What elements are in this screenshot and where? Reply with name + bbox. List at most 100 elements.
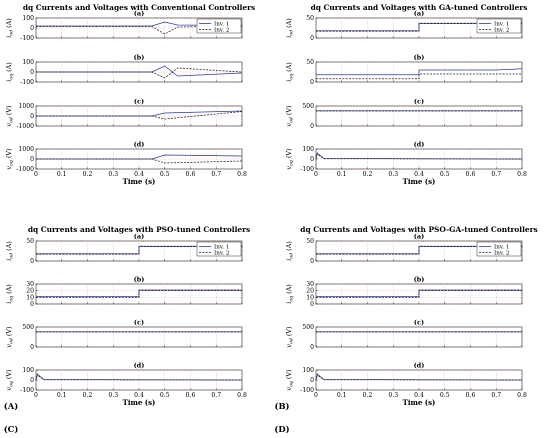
y-tick-label: 0 xyxy=(30,69,34,76)
y-tick-label: 0 xyxy=(30,344,34,351)
series-line-inv2 xyxy=(35,374,243,381)
y-tick-label: 0 xyxy=(310,344,314,351)
x-tick-label: 0.4 xyxy=(134,171,144,178)
y-axis-label: iod (A) xyxy=(285,241,295,260)
series-line-inv2 xyxy=(316,23,522,32)
y-tick-label: 0 xyxy=(30,113,34,120)
legend-entry: Inv. 2 xyxy=(214,251,230,257)
y-tick-label: -100 xyxy=(300,166,314,173)
subplot-c: (c) 0 500 vod (V) xyxy=(285,98,523,130)
y-tick-label: 0 xyxy=(310,377,314,384)
series-line-inv2 xyxy=(316,73,522,80)
figure-label: (D) xyxy=(274,424,289,434)
chart-panel-a: dq Currents and Voltages with Convention… xyxy=(4,3,255,411)
x-tick-label: 0.8 xyxy=(517,392,527,399)
x-tick-label: 0.7 xyxy=(211,171,221,178)
x-tick-label: 0.2 xyxy=(363,392,373,399)
y-tick-label: 0 xyxy=(30,377,34,384)
x-tick-label: 0.6 xyxy=(186,392,196,399)
subplot-label: (a) xyxy=(414,10,425,18)
y-tick-label: 500 xyxy=(22,324,34,331)
y-axis-label: voq (V) xyxy=(285,149,295,170)
x-tick-label: 0.7 xyxy=(491,392,501,399)
subplot-label: (b) xyxy=(414,54,425,62)
y-tick-label: 50 xyxy=(306,238,314,245)
y-tick-label: 0 xyxy=(310,301,314,308)
subplot-b: (b) -100 0 100 ioq (A) xyxy=(5,54,243,86)
x-tick-label: 0.5 xyxy=(160,171,170,178)
x-tick-label: 0.2 xyxy=(83,171,93,178)
figure-label: (C) xyxy=(4,424,19,434)
subplot-label: (b) xyxy=(134,54,145,62)
y-tick-label: 0 xyxy=(310,35,314,42)
y-tick-label: 0 xyxy=(310,156,314,163)
y-tick-label: 20 xyxy=(306,288,314,295)
subplot-label: (c) xyxy=(414,98,424,106)
y-tick-label: 1000 xyxy=(18,103,34,110)
legend-entry: Inv. 2 xyxy=(494,251,510,257)
x-tick-label: 0.6 xyxy=(466,171,476,178)
y-tick-label: 100 xyxy=(302,367,314,374)
y-tick-label: 0 xyxy=(310,79,314,86)
subplot-label: (c) xyxy=(134,319,144,327)
legend-entry: Inv. 1 xyxy=(494,245,509,251)
y-tick-label: -100 xyxy=(20,79,34,86)
chart-panel-d: dq Currents and Voltages with PSO-GA-tun… xyxy=(274,225,537,434)
x-tick-label: 0.3 xyxy=(388,171,398,178)
y-tick-label: 30 xyxy=(306,281,314,288)
series-line-inv2 xyxy=(36,246,242,255)
series-line-inv2 xyxy=(36,67,243,79)
y-tick-label: 20 xyxy=(26,288,34,295)
series-line-inv2 xyxy=(316,290,522,298)
series-line-inv2 xyxy=(316,246,522,255)
y-tick-label: -1000 xyxy=(16,166,34,173)
x-tick-label: 0.8 xyxy=(237,171,247,178)
subplot-label: (a) xyxy=(414,233,425,241)
series-line-inv1 xyxy=(316,68,523,76)
y-tick-label: 100 xyxy=(22,367,34,374)
x-tick-label: 0.5 xyxy=(440,171,450,178)
y-axis-label: voq (V) xyxy=(5,370,15,391)
x-axis-label: Time (s) xyxy=(123,177,156,186)
y-tick-label: 30 xyxy=(26,281,34,288)
x-tick-label: 0.6 xyxy=(186,171,196,178)
x-tick-label: 0.8 xyxy=(237,392,247,399)
chart-title: dq Currents and Voltages with PSO-GA-tun… xyxy=(300,225,537,234)
figure-label: (A) xyxy=(4,401,18,411)
x-tick-label: 0.3 xyxy=(388,392,398,399)
x-tick-label: 0 xyxy=(314,171,318,178)
y-tick-label: 10 xyxy=(26,294,34,301)
series-line-inv2 xyxy=(36,111,243,120)
x-tick-label: 0.1 xyxy=(337,171,347,178)
legend-box xyxy=(476,18,522,34)
subplot-label: (d) xyxy=(134,362,145,370)
subplot-label: (a) xyxy=(134,10,145,18)
legend-box xyxy=(196,241,242,257)
y-tick-label: -100 xyxy=(300,387,314,394)
subplot-label: (d) xyxy=(414,362,425,370)
y-tick-label: 0 xyxy=(30,25,34,32)
y-tick-label: 10 xyxy=(306,294,314,301)
x-tick-label: 0.1 xyxy=(337,392,347,399)
y-tick-label: -100 xyxy=(20,387,34,394)
x-tick-label: 0.4 xyxy=(134,392,144,399)
subplot-label: (c) xyxy=(134,98,144,106)
x-tick-label: 0 xyxy=(34,171,38,178)
series-line-inv2 xyxy=(36,290,242,298)
x-tick-label: 0.2 xyxy=(83,392,93,399)
x-tick-label: 0 xyxy=(314,392,318,399)
y-axis-label: iod (A) xyxy=(5,18,15,37)
legend-entry: Inv. 1 xyxy=(214,245,229,251)
x-axis-label: Time (s) xyxy=(403,177,436,186)
subplot-label: (b) xyxy=(414,276,425,284)
series-line-inv2 xyxy=(36,158,243,164)
